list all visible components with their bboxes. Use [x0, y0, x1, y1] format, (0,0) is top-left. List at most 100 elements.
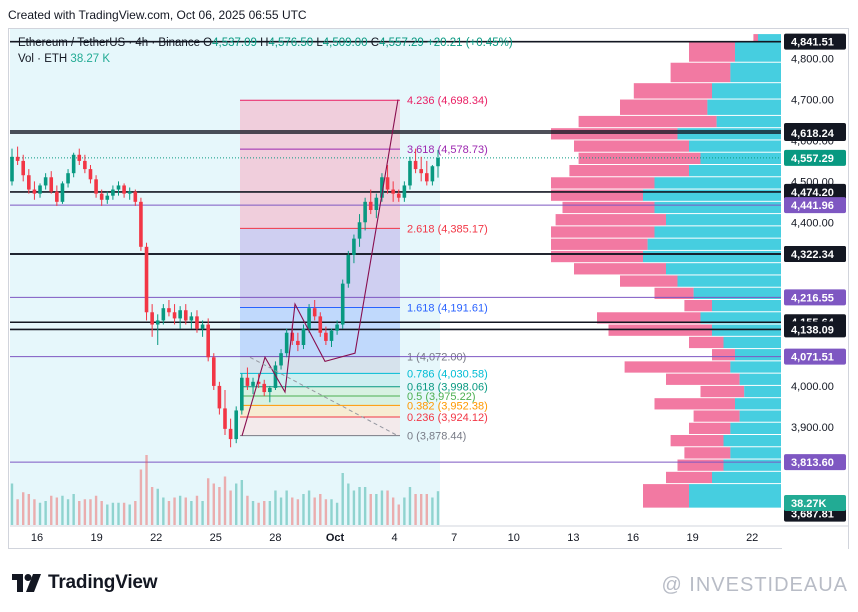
volume-profile-bar-down	[633, 83, 712, 99]
volume-bar	[291, 497, 294, 525]
candle-body	[167, 308, 171, 313]
price-level-badge-label: 4,441.96	[791, 200, 834, 212]
volume-bar	[335, 502, 339, 525]
volume-profile-bar-down	[555, 214, 666, 226]
volume-bar	[190, 501, 193, 525]
time-axis-tick: 22	[150, 532, 162, 544]
chart-frame[interactable]	[8, 28, 849, 549]
volume-bar	[55, 497, 59, 525]
candle-body	[318, 316, 323, 333]
volume-bar	[313, 497, 316, 525]
candle-body	[133, 191, 138, 202]
candle-body	[391, 189, 395, 194]
candle-body	[307, 308, 311, 329]
candle-body	[15, 156, 20, 161]
price-axis-tick: 3,900.00	[791, 422, 834, 434]
candle-body	[60, 183, 65, 202]
candle-body	[161, 308, 166, 321]
volume-bar	[218, 487, 221, 525]
volume-bar	[324, 499, 328, 525]
volume-bar	[302, 494, 305, 525]
volume-profile-bar-down	[551, 128, 678, 140]
candle-body	[32, 189, 37, 194]
volume-bar	[128, 504, 131, 525]
time-axis-tick: 10	[508, 532, 520, 544]
volume-profile-bar-up	[739, 373, 781, 385]
candle-body	[27, 175, 31, 190]
volume-profile-bar-up	[689, 165, 781, 177]
candle-body	[251, 381, 255, 386]
volume-profile-bar-up	[654, 201, 781, 214]
volume-bar	[139, 469, 143, 525]
volume-profile-bar-up	[677, 275, 781, 287]
projection-path	[241, 99, 399, 436]
symbol-title[interactable]: Ethereum / TetherUS · 4h · Binance	[18, 37, 200, 49]
volume-bar	[145, 455, 148, 525]
candle-body	[368, 201, 373, 210]
candle-body	[77, 154, 82, 161]
volume-bar	[285, 490, 288, 525]
candle-body	[211, 357, 216, 386]
price-level-badge	[784, 124, 846, 141]
volume-profile-bar-down	[569, 165, 689, 177]
candle-body	[284, 332, 289, 354]
volume-bar	[251, 501, 255, 525]
volume-bar	[44, 501, 47, 525]
volume-bar	[38, 502, 42, 525]
price-level-badge	[784, 149, 846, 166]
volume-profile-bar-up	[712, 471, 781, 484]
volume-profile-bar-up	[735, 42, 781, 62]
candle-body	[240, 377, 244, 411]
volume-bar	[122, 502, 126, 525]
volume-bar	[431, 497, 434, 525]
volume-bar	[206, 478, 210, 525]
fib-zone-bottom	[240, 416, 400, 436]
price-level-badge-label: 4,841.51	[791, 37, 834, 49]
price-axis-tick: 4,800.00	[791, 54, 834, 66]
volume-profile-bar-down	[624, 361, 731, 373]
volume-bar	[223, 476, 227, 525]
volume-bar	[100, 501, 103, 525]
volume-profile-bar-down	[551, 250, 643, 263]
volume-profile-bar-down	[578, 115, 717, 128]
volume-bar	[375, 494, 378, 525]
candle-body	[312, 308, 317, 317]
volume-bar	[94, 495, 98, 525]
volume-profile-bar-up	[730, 447, 781, 459]
price-axis-tick: 4,000.00	[791, 381, 834, 393]
volume-bar	[16, 499, 19, 525]
price-level-badge-label: 4,322.34	[791, 249, 835, 261]
fib-label: 0.618 (3,998.06)	[407, 382, 488, 394]
close-label: C	[370, 37, 380, 49]
candle-body	[21, 160, 26, 176]
candle-body	[430, 166, 435, 182]
volume-profile-bar-down	[693, 410, 740, 422]
candle-body	[279, 353, 283, 366]
volume-profile-bar-up	[723, 459, 781, 471]
volume-bar	[347, 483, 350, 525]
volume-bar	[386, 490, 389, 525]
volume-profile-bar-up	[707, 99, 781, 115]
volume-profile-bar-down	[620, 99, 708, 115]
volume-profile-bar-up	[666, 263, 781, 275]
volume-profile-bar-up	[700, 312, 781, 324]
tradingview-logo[interactable]: TradingView	[12, 572, 158, 594]
candle-body	[363, 201, 367, 223]
time-axis-tick: 28	[269, 532, 281, 544]
volume-bar	[66, 499, 70, 525]
volume-profile-bar-up	[643, 189, 781, 201]
time-axis-tick: Oct	[326, 532, 345, 544]
volume-bar	[212, 483, 215, 525]
volume-profile-bar-down	[684, 447, 731, 459]
volume-bar	[436, 491, 440, 525]
volume-profile-bar-down	[620, 275, 678, 287]
candle-body	[424, 173, 429, 182]
volume-profile-bar-down	[574, 140, 689, 152]
volume-label[interactable]: Vol · ETH	[18, 53, 68, 65]
candle-body	[178, 310, 182, 319]
volume-bar	[195, 495, 199, 525]
volume-bar	[184, 497, 187, 525]
volume-profile-bar-up	[730, 361, 781, 373]
price-axis[interactable]	[782, 29, 848, 549]
